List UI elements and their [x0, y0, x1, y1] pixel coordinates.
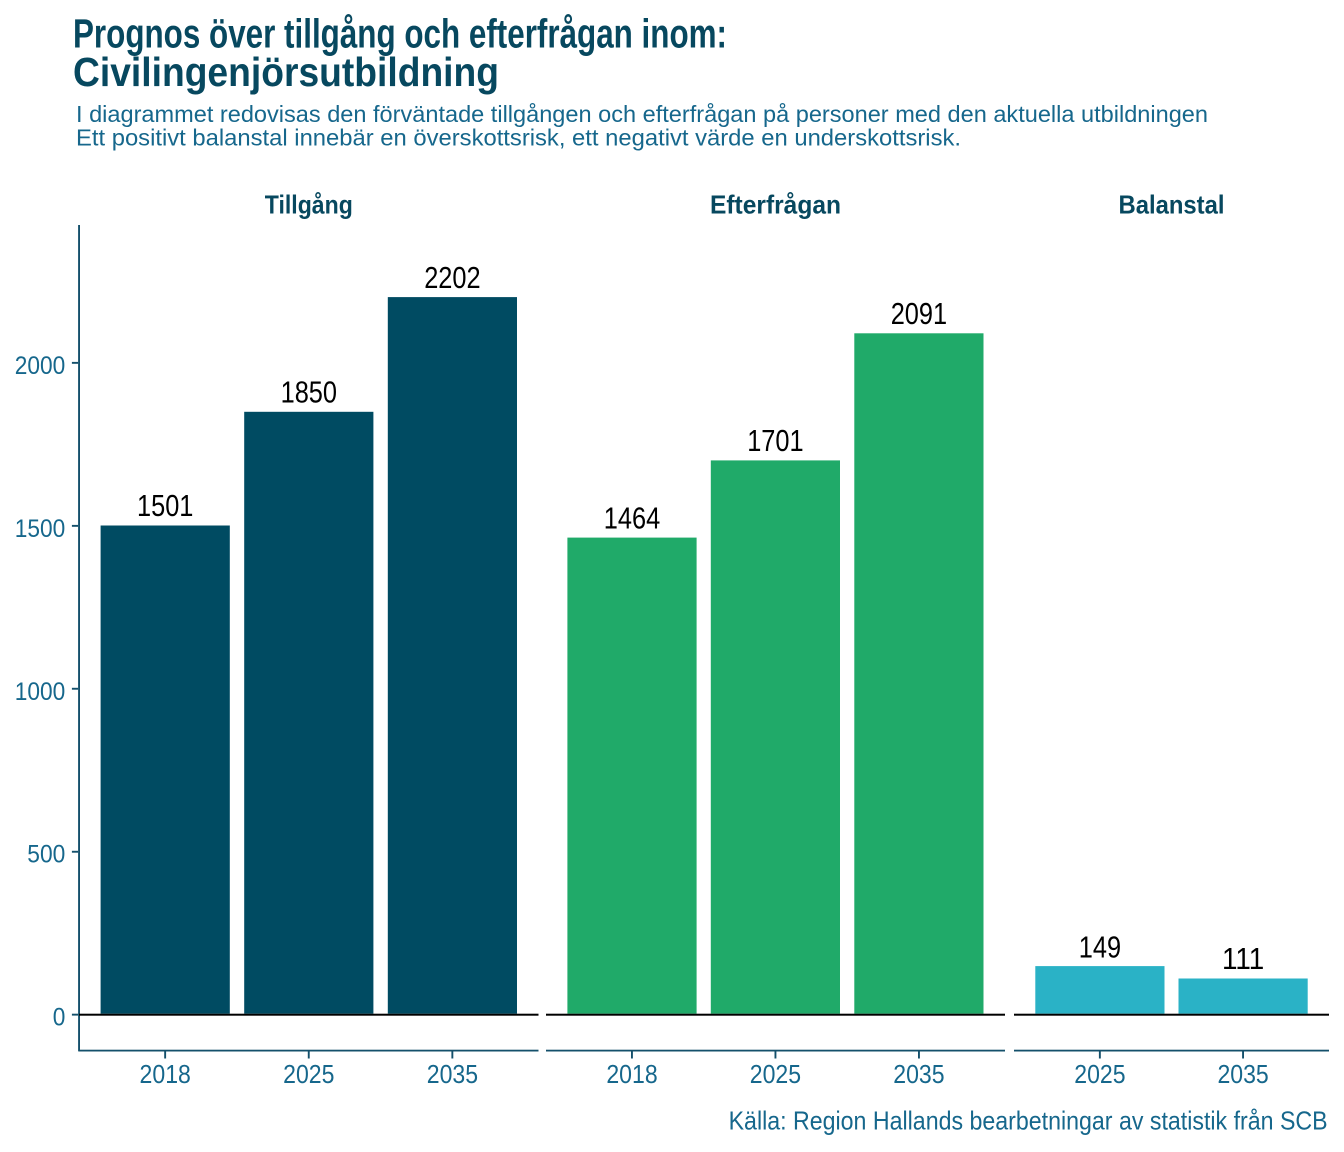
svg-text:2018: 2018	[140, 1059, 191, 1089]
svg-text:2035: 2035	[427, 1059, 478, 1089]
svg-text:2091: 2091	[891, 296, 947, 331]
svg-text:2035: 2035	[1217, 1059, 1268, 1089]
svg-text:2025: 2025	[283, 1059, 334, 1089]
svg-text:Civilingenjörsutbildning: Civilingenjörsutbildning	[73, 49, 499, 95]
svg-text:1500: 1500	[15, 515, 66, 543]
svg-text:Tillgång: Tillgång	[265, 190, 353, 220]
svg-text:I diagrammet redovisas den för: I diagrammet redovisas den förväntade ti…	[76, 101, 1208, 127]
svg-text:2025: 2025	[1074, 1059, 1125, 1089]
svg-text:Prognos över tillgång och efte: Prognos över tillgång och efterfrågan in…	[73, 10, 727, 56]
svg-text:1850: 1850	[281, 375, 337, 410]
svg-text:2018: 2018	[606, 1059, 657, 1089]
svg-text:Balanstal: Balanstal	[1119, 190, 1225, 220]
svg-text:149: 149	[1079, 929, 1121, 964]
svg-text:2202: 2202	[424, 260, 480, 295]
svg-text:Källa: Region Hallands bearbet: Källa: Region Hallands bearbetningar av …	[729, 1106, 1328, 1136]
svg-text:1701: 1701	[747, 423, 803, 458]
svg-text:1000: 1000	[15, 678, 66, 706]
svg-text:2035: 2035	[893, 1059, 944, 1089]
svg-text:500: 500	[27, 841, 65, 869]
svg-text:1464: 1464	[604, 500, 660, 535]
svg-text:1501: 1501	[137, 488, 193, 523]
svg-text:0: 0	[53, 1004, 66, 1032]
svg-text:Efterfrågan: Efterfrågan	[710, 190, 841, 220]
svg-text:Ett positivt balanstal innebär: Ett positivt balanstal innebär en översk…	[76, 125, 961, 151]
svg-text:2025: 2025	[750, 1059, 801, 1089]
svg-text:111: 111	[1222, 941, 1264, 976]
svg-text:2000: 2000	[15, 352, 66, 380]
